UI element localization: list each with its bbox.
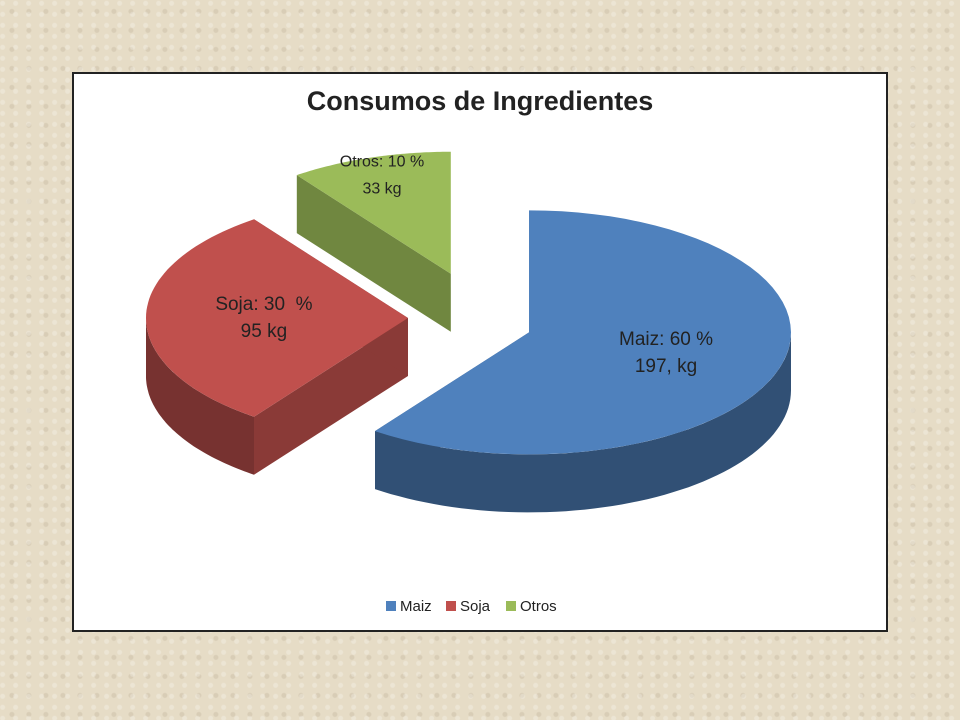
slice-cut-face bbox=[254, 318, 408, 475]
slice-side bbox=[146, 318, 254, 475]
slice bbox=[146, 219, 408, 417]
slice bbox=[296, 151, 451, 274]
slice bbox=[375, 210, 791, 455]
legend-label: Otros bbox=[520, 598, 557, 615]
data-label: 95 kg bbox=[241, 321, 287, 342]
legend-label: Soja bbox=[460, 598, 491, 615]
data-label: Soja: 30 % bbox=[215, 294, 312, 315]
data-label: Maiz: 60 % bbox=[619, 329, 713, 350]
legend-label: Maiz bbox=[400, 598, 432, 615]
legend-swatch bbox=[506, 601, 516, 611]
slice-cut-face bbox=[296, 175, 451, 332]
legend-swatch bbox=[386, 601, 396, 611]
chart-title: Consumos de Ingredientes bbox=[307, 86, 654, 116]
data-label: Otros: 10 % bbox=[340, 153, 424, 170]
data-label: 197, kg bbox=[635, 356, 697, 377]
data-label: 33 kg bbox=[362, 180, 401, 197]
legend-swatch bbox=[446, 601, 456, 611]
slice-side bbox=[375, 332, 791, 513]
